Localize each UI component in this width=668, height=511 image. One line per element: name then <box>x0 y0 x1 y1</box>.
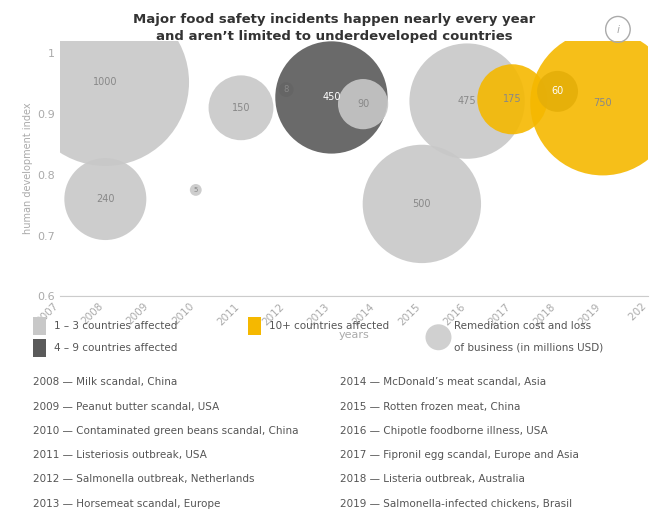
Text: 2013 — Horsemeat scandal, Europe: 2013 — Horsemeat scandal, Europe <box>33 499 220 509</box>
Text: 4 – 9 countries affected: 4 – 9 countries affected <box>53 343 177 353</box>
Text: 2015 — Rotten frozen meat, China: 2015 — Rotten frozen meat, China <box>340 402 520 412</box>
Text: 2011 — Listeriosis outbreak, USA: 2011 — Listeriosis outbreak, USA <box>33 450 206 460</box>
Bar <box>248 317 261 335</box>
Text: 450: 450 <box>322 92 341 102</box>
Text: 150: 150 <box>232 103 250 113</box>
Text: 10+ countries affected: 10+ countries affected <box>269 321 389 331</box>
Point <box>462 97 472 105</box>
Text: 240: 240 <box>96 194 115 204</box>
Text: 2010 — Contaminated green beans scandal, China: 2010 — Contaminated green beans scandal,… <box>33 426 299 436</box>
Text: 2012 — Salmonella outbreak, Netherlands: 2012 — Salmonella outbreak, Netherlands <box>33 474 255 484</box>
Text: 2019 — Salmonella-infected chickens, Brasil: 2019 — Salmonella-infected chickens, Bra… <box>340 499 572 509</box>
Point <box>552 87 563 96</box>
Text: 2009 — Peanut butter scandal, USA: 2009 — Peanut butter scandal, USA <box>33 402 219 412</box>
Point <box>597 99 608 107</box>
Text: of business (in millions USD): of business (in millions USD) <box>454 343 603 353</box>
Text: 2014 — McDonald’s meat scandal, Asia: 2014 — McDonald’s meat scandal, Asia <box>340 377 546 387</box>
Text: 175: 175 <box>503 95 522 104</box>
Y-axis label: human development index: human development index <box>23 103 33 235</box>
Point <box>358 100 369 108</box>
Text: 8: 8 <box>283 85 289 94</box>
Point <box>190 186 201 194</box>
Point <box>281 85 291 94</box>
Text: i: i <box>617 25 619 35</box>
Text: 1000: 1000 <box>93 77 118 87</box>
Text: years: years <box>339 330 369 340</box>
Point <box>100 78 111 86</box>
Bar <box>33 339 46 357</box>
Text: 60: 60 <box>551 86 564 97</box>
Text: 475: 475 <box>458 96 476 106</box>
Text: 2018 — Listeria outbreak, Australia: 2018 — Listeria outbreak, Australia <box>340 474 525 484</box>
Text: 1 – 3 countries affected: 1 – 3 countries affected <box>53 321 177 331</box>
Text: 2016 — Chipotle foodborne illness, USA: 2016 — Chipotle foodborne illness, USA <box>340 426 548 436</box>
Point <box>326 94 337 102</box>
Text: 5: 5 <box>194 187 198 193</box>
Point <box>433 333 444 341</box>
Point <box>100 195 111 203</box>
Text: 2017 — Fipronil egg scandal, Europe and Asia: 2017 — Fipronil egg scandal, Europe and … <box>340 450 579 460</box>
Text: 2008 — Milk scandal, China: 2008 — Milk scandal, China <box>33 377 177 387</box>
Text: 750: 750 <box>593 98 612 108</box>
Text: Remediation cost and loss: Remediation cost and loss <box>454 321 591 331</box>
Bar <box>33 317 46 335</box>
Text: Major food safety incidents happen nearly every year
and aren’t limited to under: Major food safety incidents happen nearl… <box>133 13 535 43</box>
Point <box>236 104 246 112</box>
Text: 90: 90 <box>357 99 369 109</box>
Text: 500: 500 <box>413 199 431 209</box>
Point <box>417 200 428 208</box>
Point <box>507 95 518 103</box>
